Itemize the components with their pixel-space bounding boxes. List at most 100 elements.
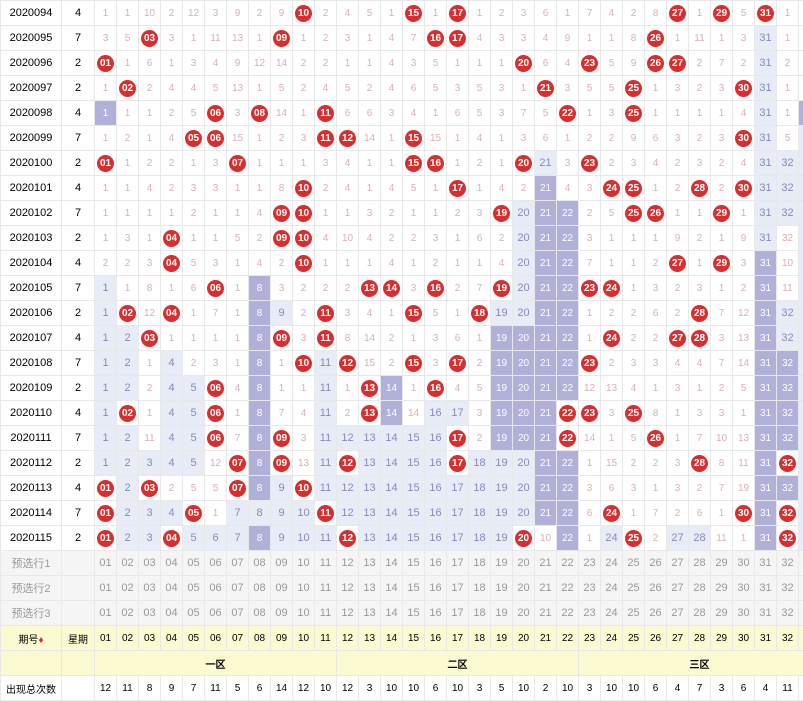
preselect-num[interactable]: 29 [711, 551, 733, 576]
preselect-num[interactable]: 32 [777, 601, 799, 626]
preselect-num[interactable]: 28 [689, 601, 711, 626]
preselect-num[interactable]: 05 [183, 576, 205, 601]
num-header[interactable]: 03 [139, 626, 161, 651]
preselect-num[interactable]: 18 [469, 576, 491, 601]
issue-header[interactable]: 期号♦ [1, 626, 62, 651]
preselect-num[interactable]: 12 [337, 601, 359, 626]
num-header[interactable]: 13 [359, 626, 381, 651]
preselect-num[interactable]: 05 [183, 551, 205, 576]
preselect-num[interactable]: 33 [799, 576, 803, 601]
preselect-num[interactable]: 19 [491, 551, 513, 576]
num-header[interactable]: 04 [161, 626, 183, 651]
preselect-num[interactable]: 32 [777, 551, 799, 576]
preselect-num[interactable]: 07 [227, 601, 249, 626]
preselect-num[interactable]: 16 [425, 601, 447, 626]
preselect-num[interactable]: 14 [381, 551, 403, 576]
num-header[interactable]: 27 [667, 626, 689, 651]
num-header[interactable]: 22 [557, 626, 579, 651]
preselect-num[interactable]: 27 [667, 576, 689, 601]
preselect-num[interactable]: 16 [425, 576, 447, 601]
preselect-num[interactable]: 21 [535, 601, 557, 626]
num-header[interactable]: 29 [711, 626, 733, 651]
preselect-num[interactable]: 07 [227, 576, 249, 601]
preselect-num[interactable]: 15 [403, 601, 425, 626]
preselect-num[interactable]: 23 [579, 576, 601, 601]
preselect-num[interactable]: 01 [95, 601, 117, 626]
preselect-num[interactable]: 33 [799, 601, 803, 626]
num-header[interactable]: 09 [271, 626, 293, 651]
preselect-num[interactable]: 11 [315, 551, 337, 576]
preselect-num[interactable]: 04 [161, 576, 183, 601]
preselect-num[interactable]: 28 [689, 551, 711, 576]
num-header[interactable]: 05 [183, 626, 205, 651]
num-header[interactable]: 30 [733, 626, 755, 651]
preselect-num[interactable]: 13 [359, 551, 381, 576]
preselect-num[interactable]: 26 [645, 601, 667, 626]
preselect-num[interactable]: 10 [293, 601, 315, 626]
preselect-num[interactable]: 03 [139, 576, 161, 601]
num-header[interactable]: 07 [227, 626, 249, 651]
preselect-num[interactable]: 20 [513, 576, 535, 601]
num-header[interactable]: 23 [579, 626, 601, 651]
preselect-num[interactable]: 13 [359, 601, 381, 626]
preselect-num[interactable]: 11 [315, 576, 337, 601]
preselect-num[interactable]: 18 [469, 551, 491, 576]
preselect-num[interactable]: 33 [799, 551, 803, 576]
preselect-num[interactable]: 07 [227, 551, 249, 576]
num-header[interactable]: 01 [95, 626, 117, 651]
preselect-num[interactable]: 28 [689, 576, 711, 601]
preselect-num[interactable]: 12 [337, 576, 359, 601]
preselect-num[interactable]: 25 [623, 601, 645, 626]
preselect-num[interactable]: 17 [447, 551, 469, 576]
preselect-num[interactable]: 27 [667, 601, 689, 626]
preselect-num[interactable]: 01 [95, 576, 117, 601]
num-header[interactable]: 06 [205, 626, 227, 651]
num-header[interactable]: 20 [513, 626, 535, 651]
preselect-num[interactable]: 13 [359, 576, 381, 601]
preselect-num[interactable]: 21 [535, 551, 557, 576]
preselect-num[interactable]: 24 [601, 601, 623, 626]
num-header[interactable]: 19 [491, 626, 513, 651]
preselect-num[interactable]: 16 [425, 551, 447, 576]
num-header[interactable]: 11 [315, 626, 337, 651]
preselect-num[interactable]: 02 [117, 601, 139, 626]
preselect-num[interactable]: 14 [381, 601, 403, 626]
preselect-num[interactable]: 10 [293, 576, 315, 601]
num-header[interactable]: 32 [777, 626, 799, 651]
num-header[interactable]: 21 [535, 626, 557, 651]
preselect-num[interactable]: 10 [293, 551, 315, 576]
num-header[interactable]: 10 [293, 626, 315, 651]
preselect-num[interactable]: 02 [117, 551, 139, 576]
preselect-num[interactable]: 30 [733, 576, 755, 601]
preselect-num[interactable]: 09 [271, 576, 293, 601]
preselect-num[interactable]: 31 [755, 551, 777, 576]
preselect-num[interactable]: 29 [711, 601, 733, 626]
preselect-num[interactable]: 05 [183, 601, 205, 626]
preselect-num[interactable]: 15 [403, 576, 425, 601]
preselect-num[interactable]: 08 [249, 601, 271, 626]
num-header[interactable]: 26 [645, 626, 667, 651]
num-header[interactable]: 24 [601, 626, 623, 651]
num-header[interactable]: 25 [623, 626, 645, 651]
preselect-num[interactable]: 26 [645, 551, 667, 576]
preselect-num[interactable]: 23 [579, 551, 601, 576]
preselect-num[interactable]: 09 [271, 551, 293, 576]
preselect-num[interactable]: 19 [491, 576, 513, 601]
preselect-num[interactable]: 25 [623, 551, 645, 576]
preselect-num[interactable]: 08 [249, 576, 271, 601]
preselect-num[interactable]: 11 [315, 601, 337, 626]
preselect-num[interactable]: 22 [557, 576, 579, 601]
preselect-num[interactable]: 06 [205, 576, 227, 601]
preselect-num[interactable]: 03 [139, 601, 161, 626]
preselect-num[interactable]: 17 [447, 601, 469, 626]
preselect-num[interactable]: 30 [733, 601, 755, 626]
preselect-num[interactable]: 04 [161, 601, 183, 626]
preselect-num[interactable]: 31 [755, 601, 777, 626]
preselect-num[interactable]: 27 [667, 551, 689, 576]
num-header[interactable]: 18 [469, 626, 491, 651]
preselect-num[interactable]: 04 [161, 551, 183, 576]
preselect-num[interactable]: 08 [249, 551, 271, 576]
num-header[interactable]: 31 [755, 626, 777, 651]
preselect-num[interactable]: 01 [95, 551, 117, 576]
preselect-num[interactable]: 06 [205, 551, 227, 576]
